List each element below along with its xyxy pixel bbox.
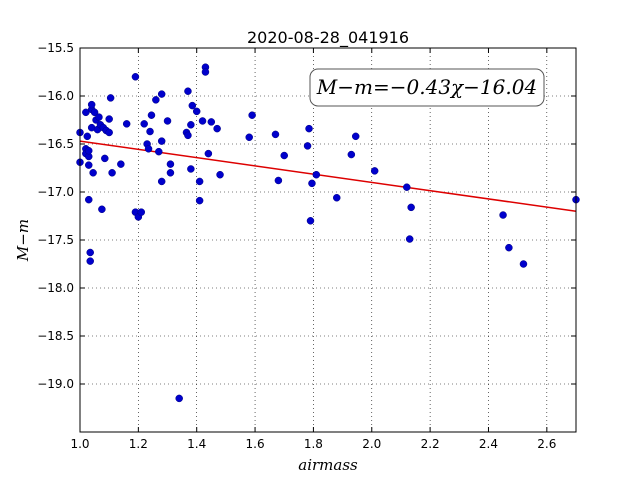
x-tick-label: 2.4	[479, 437, 498, 451]
data-point	[163, 117, 172, 125]
data-point	[216, 170, 224, 179]
data-point	[274, 176, 283, 185]
data-point	[152, 96, 160, 104]
data-point	[505, 243, 513, 252]
data-point	[87, 100, 96, 109]
y-tick-label: −18.0	[37, 281, 74, 295]
data-point	[105, 115, 113, 123]
y-tick-labels: −15.5 −16.0 −16.5 −17.0 −17.5 −18.0 −18.5 −19.0	[37, 41, 74, 391]
data-point	[131, 73, 140, 81]
data-point	[146, 127, 154, 136]
data-point	[105, 128, 113, 137]
data-point	[122, 120, 131, 128]
data-point	[271, 130, 280, 139]
data-point	[195, 196, 204, 205]
data-point	[137, 208, 146, 216]
data-point	[108, 169, 116, 177]
x-tick-label: 2.6	[537, 437, 556, 451]
x-tick-label: 1.6	[246, 437, 265, 451]
data-point	[90, 108, 99, 117]
data-point	[305, 124, 313, 133]
data-point	[201, 68, 210, 76]
y-tick-label: −15.5	[37, 41, 74, 55]
data-point	[86, 257, 94, 265]
x-axis-label: airmass	[298, 456, 358, 474]
x-tick-labels: 1.0 1.2 1.4 1.6 1.8 2.0 2.2 2.4 2.6	[70, 437, 556, 451]
data-point	[213, 124, 221, 133]
data-point	[85, 195, 93, 204]
data-point	[519, 260, 528, 268]
data-point	[280, 151, 288, 160]
data-point	[166, 169, 175, 177]
data-point	[85, 161, 93, 169]
chart-title: 2020-08-28_041916	[247, 28, 409, 48]
data-point	[140, 120, 148, 128]
y-tick-label: −16.0	[37, 89, 74, 103]
data-point	[117, 160, 125, 168]
data-point	[370, 167, 379, 175]
x-tick-label: 1.2	[129, 437, 148, 451]
fit-line-group	[79, 140, 577, 213]
x-tick-label: 1.8	[304, 437, 323, 451]
data-point	[184, 131, 192, 140]
y-tick-label: −17.0	[37, 185, 74, 199]
y-tick-label: −16.5	[37, 137, 74, 151]
data-point	[351, 132, 360, 141]
data-point	[83, 132, 92, 141]
data-point	[403, 183, 411, 191]
data-point	[106, 94, 115, 102]
annotation-text: M−m=−0.43χ−16.04	[316, 75, 537, 99]
axis-ticks	[79, 47, 576, 432]
x-tick-label: 2.2	[421, 437, 440, 451]
data-point	[333, 194, 341, 202]
x-tick-label: 2.0	[362, 437, 381, 451]
data-point	[147, 111, 156, 119]
data-point	[157, 137, 166, 145]
data-point	[405, 235, 414, 243]
data-point	[86, 248, 94, 257]
x-tick-label: 1.4	[187, 437, 206, 451]
fit-line	[79, 140, 577, 213]
data-point	[175, 394, 183, 403]
y-tick-label: −17.5	[37, 233, 74, 247]
data-point	[144, 145, 153, 153]
data-point	[245, 133, 253, 142]
x-tick-label: 1.0	[70, 437, 89, 451]
y-tick-label: −19.0	[37, 377, 74, 391]
y-tick-label: −18.5	[37, 329, 74, 343]
data-point	[312, 170, 321, 179]
data-point	[347, 150, 356, 159]
data-point	[101, 154, 109, 163]
data-point	[248, 111, 256, 119]
data-point	[308, 179, 316, 188]
data-point	[166, 160, 175, 168]
data-point	[187, 165, 195, 173]
fit-annotation: M−m=−0.43χ−16.04	[309, 68, 545, 107]
data-point	[89, 169, 97, 177]
data-point	[188, 101, 197, 110]
y-axis-label: M−m	[14, 219, 32, 262]
data-point	[157, 177, 166, 186]
data-point	[184, 87, 192, 95]
data-point	[306, 217, 315, 225]
data-point	[303, 142, 312, 150]
annotation-box	[309, 68, 545, 107]
data-point	[198, 117, 207, 125]
data-point	[192, 107, 201, 116]
data-point	[85, 146, 93, 155]
data-point	[407, 203, 415, 212]
data-point	[207, 118, 216, 126]
data-point	[157, 90, 166, 98]
data-point	[98, 205, 106, 214]
data-point	[187, 121, 195, 129]
data-point	[195, 177, 204, 186]
data-point	[499, 211, 507, 219]
data-point	[95, 113, 103, 121]
data-point	[155, 147, 163, 156]
data-point	[204, 149, 213, 158]
data-points	[76, 63, 580, 403]
